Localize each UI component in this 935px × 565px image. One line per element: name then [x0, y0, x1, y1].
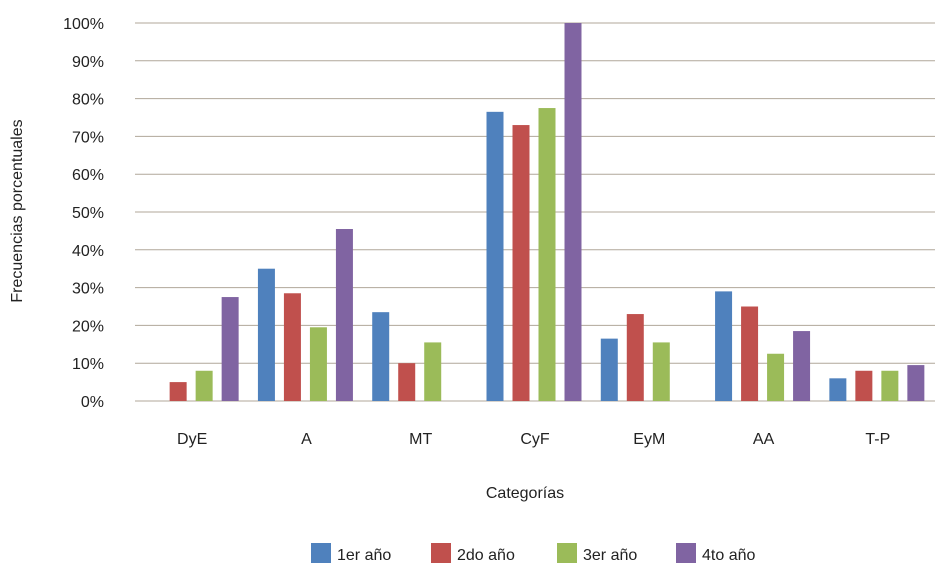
bars [169, 23, 925, 402]
x-tick-label: T-P [865, 431, 890, 448]
legend-label: 1er año [337, 547, 391, 564]
bar-aa-series-2 [741, 306, 759, 401]
bar-dye-series-2 [169, 382, 187, 401]
y-axis-title: Frecuencias porcentuales [9, 119, 26, 302]
legend-swatch [557, 543, 577, 563]
bar-t-p-series-2 [855, 370, 873, 401]
bar-cyf-series-1 [486, 111, 504, 401]
y-tick-label: 10% [72, 356, 104, 373]
bar-eym-series-3 [652, 342, 670, 401]
y-tick-label: 0% [81, 394, 104, 411]
x-tick-label: A [301, 431, 312, 448]
bar-eym-series-1 [600, 338, 618, 401]
bar-eym-series-2 [626, 314, 644, 401]
bar-dye-series-3 [195, 370, 213, 401]
y-tick-label: 70% [72, 129, 104, 146]
bar-aa-series-4 [793, 331, 811, 401]
x-tick-label: MT [409, 431, 432, 448]
y-tick-label: 90% [72, 54, 104, 71]
x-axis-title: Categorías [486, 485, 564, 502]
bar-mt-series-2 [398, 363, 416, 401]
bar-a-series-2 [283, 293, 301, 401]
bar-cyf-series-2 [512, 125, 530, 401]
x-tick-label: AA [753, 431, 775, 448]
bar-mt-series-3 [424, 342, 442, 401]
bar-t-p-series-4 [907, 365, 925, 401]
y-tick-label: 20% [72, 318, 104, 335]
gridlines [135, 22, 935, 402]
y-axis-ticks: 0% 10% 20% 30% 40% 50% 60% 70% 80% 90% 100% [63, 16, 104, 411]
y-tick-label: 100% [63, 16, 104, 33]
bar-a-series-4 [335, 229, 353, 401]
y-tick-label: 80% [72, 92, 104, 109]
x-tick-label: DyE [177, 431, 207, 448]
bar-a-series-3 [309, 327, 327, 401]
x-axis-ticks: DyE A MT CyF EyM AA T-P [177, 431, 890, 448]
bar-t-p-series-3 [881, 370, 899, 401]
x-tick-label: CyF [520, 431, 550, 448]
legend-label: 4to año [702, 547, 755, 564]
bar-dye-series-4 [221, 297, 239, 401]
legend-label: 3er año [583, 547, 637, 564]
y-tick-label: 60% [72, 167, 104, 184]
bar-aa-series-3 [767, 353, 785, 401]
y-tick-label: 30% [72, 281, 104, 298]
x-tick-label: EyM [633, 431, 665, 448]
bar-t-p-series-1 [829, 378, 847, 401]
bar-cyf-series-3 [538, 108, 556, 402]
bar-mt-series-1 [372, 312, 390, 401]
legend-label: 2do año [457, 547, 515, 564]
y-tick-label: 40% [72, 243, 104, 260]
legend-swatch [676, 543, 696, 563]
legend: 1er año 2do año 3er año 4to año [311, 543, 755, 564]
bar-a-series-1 [257, 268, 275, 401]
bar-aa-series-1 [715, 291, 733, 401]
bar-cyf-series-4 [564, 23, 582, 401]
legend-swatch [311, 543, 331, 563]
legend-swatch [431, 543, 451, 563]
y-tick-label: 50% [72, 205, 104, 222]
